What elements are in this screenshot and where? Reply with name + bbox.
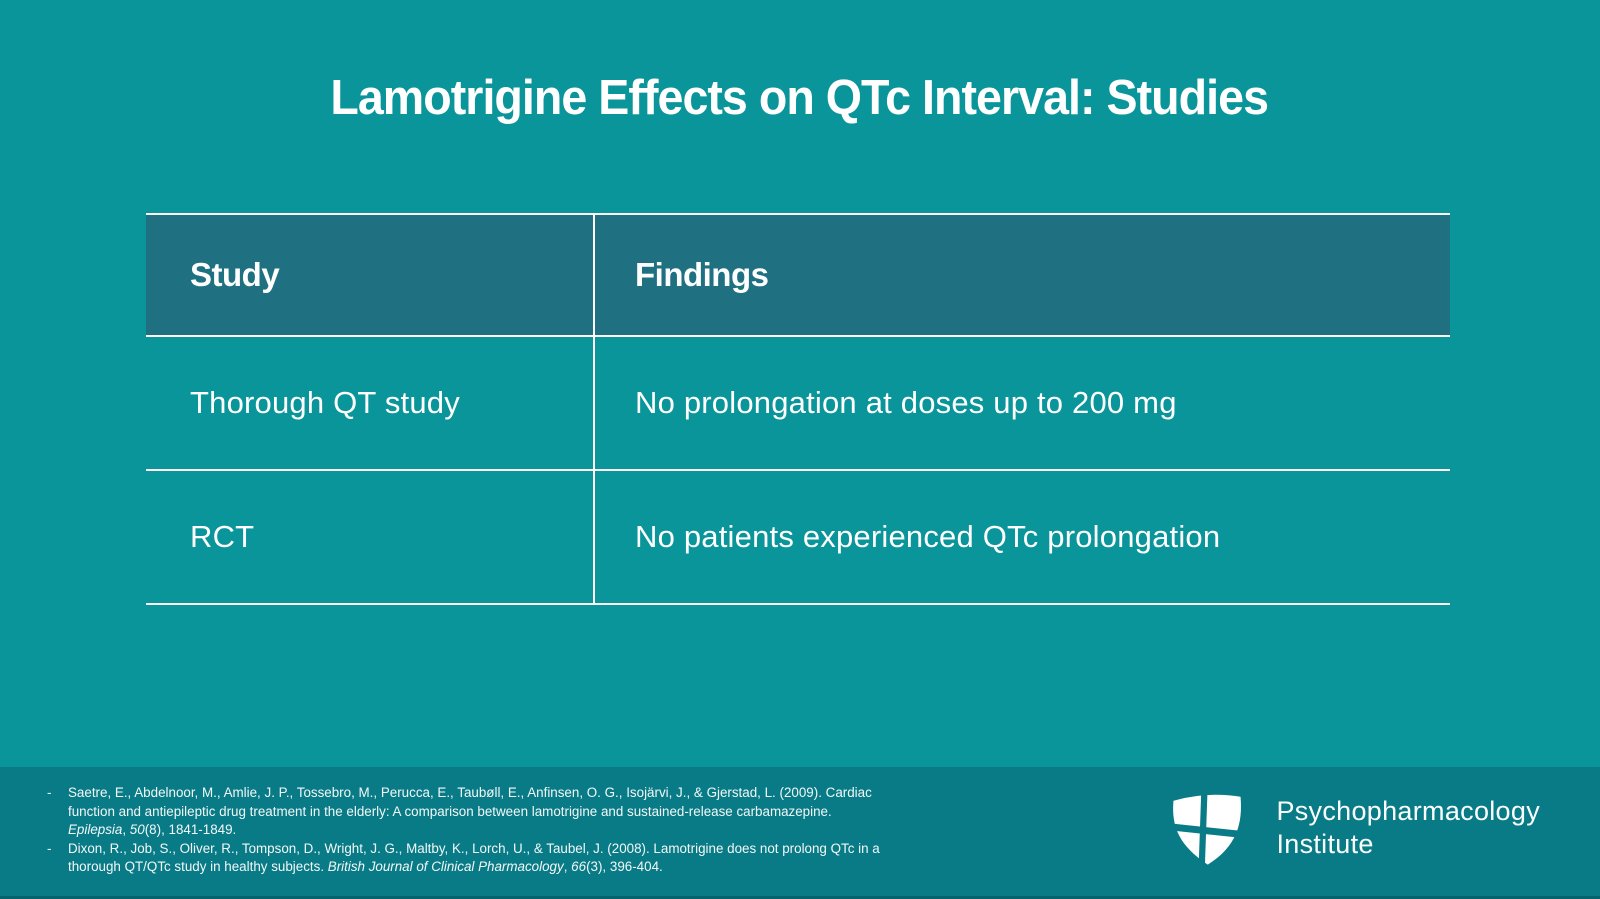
- page-title: Lamotrigine Effects on QTc Interval: Stu…: [330, 71, 1269, 125]
- studies-table: Study Findings Thorough QT study No prol…: [146, 213, 1450, 605]
- institute-name: Psychopharmacology Institute: [1276, 795, 1540, 861]
- footer-band: - Saetre, E., Abdelnoor, M., Amlie, J. P.…: [0, 767, 1600, 899]
- cell-findings: No patients experienced QTc prolongation: [635, 519, 1221, 554]
- cell-study: RCT: [146, 471, 595, 603]
- shield-cross-icon: [1168, 789, 1247, 867]
- institute-name-line2: Institute: [1276, 829, 1374, 859]
- reference-item: - Dixon, R., Job, S., Oliver, R., Tompson…: [47, 840, 892, 877]
- cell-findings: No prolongation at doses up to 200 mg: [635, 385, 1177, 420]
- institute-name-line1: Psychopharmacology: [1276, 796, 1540, 826]
- institute-logo: Psychopharmacology Institute: [1168, 789, 1540, 867]
- reference-bullet: -: [47, 785, 52, 800]
- reference-text: Dixon, R., Job, S., Oliver, R., Tompson,…: [68, 840, 880, 875]
- cell-study: Thorough QT study: [146, 337, 595, 469]
- table-row: Thorough QT study No prolongation at dos…: [146, 337, 1450, 471]
- table-row: RCT No patients experienced QTc prolonga…: [146, 471, 1450, 605]
- references-list: - Saetre, E., Abdelnoor, M., Amlie, J. P.…: [47, 784, 892, 877]
- header-cell-study: Study: [146, 215, 595, 335]
- reference-item: - Saetre, E., Abdelnoor, M., Amlie, J. P.…: [47, 784, 892, 840]
- footer-bottom-strip: [0, 896, 1600, 899]
- reference-text: Saetre, E., Abdelnoor, M., Amlie, J. P.,…: [68, 785, 872, 838]
- reference-bullet: -: [47, 840, 52, 856]
- table-header-row: Study Findings: [146, 215, 1450, 337]
- header-cell-findings: Findings: [635, 256, 769, 293]
